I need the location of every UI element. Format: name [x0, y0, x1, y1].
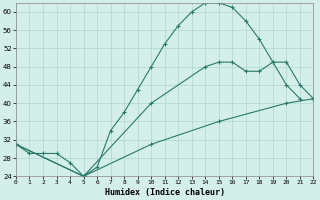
X-axis label: Humidex (Indice chaleur): Humidex (Indice chaleur)	[105, 188, 225, 197]
